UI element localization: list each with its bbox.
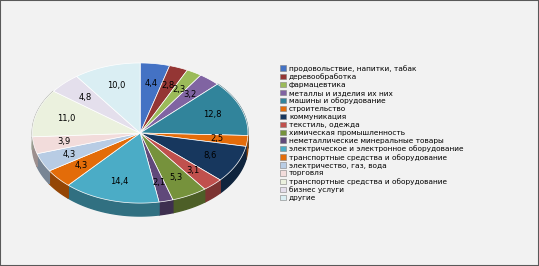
Polygon shape [32, 137, 37, 167]
Polygon shape [68, 185, 159, 216]
Text: 4,4: 4,4 [144, 78, 157, 88]
Polygon shape [140, 133, 220, 189]
Text: 3,2: 3,2 [183, 90, 197, 99]
Polygon shape [173, 189, 205, 213]
Text: 8,6: 8,6 [203, 151, 216, 160]
Polygon shape [140, 75, 217, 133]
Polygon shape [140, 133, 205, 200]
Text: 2,3: 2,3 [172, 85, 186, 94]
Polygon shape [205, 180, 220, 202]
Text: 5,3: 5,3 [169, 173, 182, 182]
Text: 3,1: 3,1 [186, 166, 199, 175]
Text: 14,4: 14,4 [110, 177, 128, 186]
Polygon shape [53, 76, 140, 133]
Polygon shape [37, 154, 50, 184]
Polygon shape [220, 146, 246, 193]
Text: 4,8: 4,8 [79, 93, 92, 102]
Polygon shape [217, 84, 248, 148]
Polygon shape [246, 135, 248, 159]
Text: 10,0: 10,0 [107, 81, 125, 90]
Polygon shape [140, 63, 170, 133]
Polygon shape [68, 133, 159, 203]
Polygon shape [32, 91, 53, 150]
Text: 11,0: 11,0 [57, 114, 75, 123]
Polygon shape [159, 200, 173, 215]
Polygon shape [140, 133, 248, 146]
Polygon shape [140, 133, 246, 180]
Text: 2,5: 2,5 [211, 134, 224, 143]
Polygon shape [140, 84, 248, 135]
Polygon shape [32, 133, 140, 154]
Text: 4,3: 4,3 [74, 161, 88, 170]
Polygon shape [140, 133, 173, 202]
Polygon shape [37, 133, 140, 171]
Polygon shape [50, 171, 68, 198]
Text: 12,8: 12,8 [203, 110, 222, 119]
Text: 2,1: 2,1 [152, 177, 165, 186]
Polygon shape [140, 66, 188, 133]
Text: 2,8: 2,8 [161, 81, 175, 90]
Text: 3,9: 3,9 [57, 137, 71, 146]
Polygon shape [32, 91, 140, 137]
Polygon shape [50, 133, 140, 185]
Legend: продовольствие, напитки, табак, деревообработка, фармацевтика, металлы и изделия: продовольствие, напитки, табак, деревооб… [279, 63, 465, 203]
Polygon shape [77, 63, 140, 133]
Text: 4,3: 4,3 [63, 150, 77, 159]
Polygon shape [140, 70, 201, 133]
